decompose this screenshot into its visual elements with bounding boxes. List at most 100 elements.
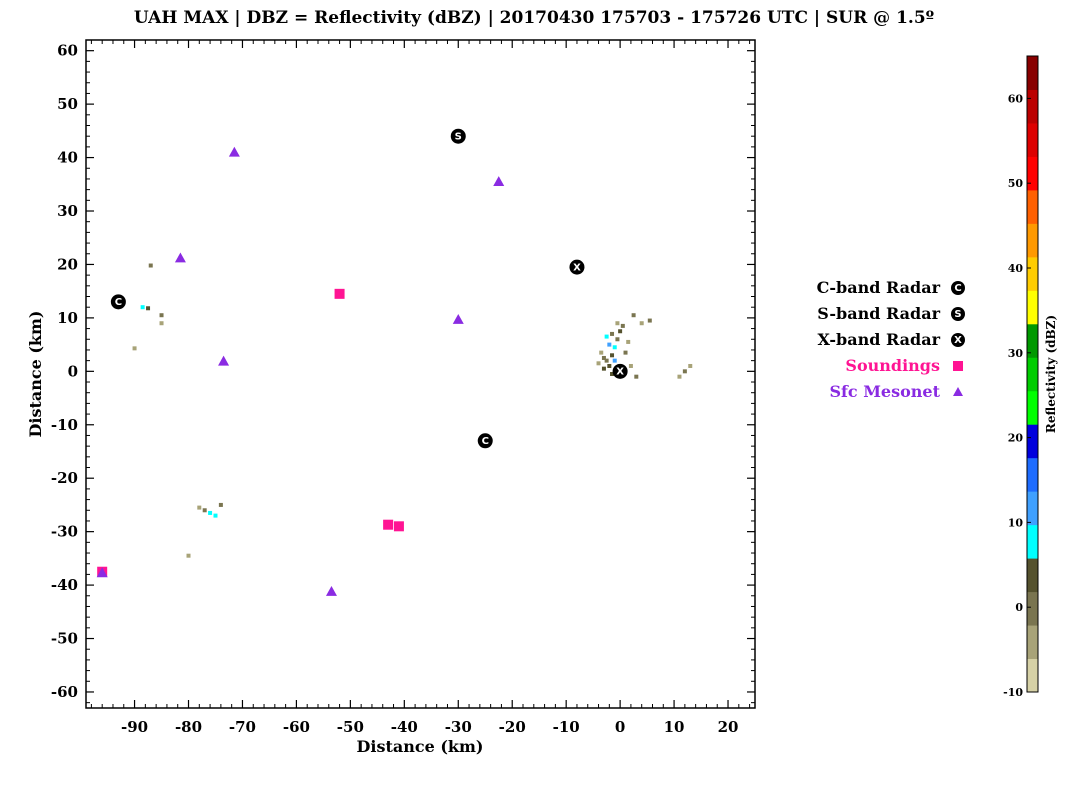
echo-pixel (612, 345, 617, 350)
echo-pixel (631, 313, 636, 318)
echo-pixel (604, 334, 609, 339)
colorbar-segment (1027, 357, 1038, 392)
x-tick-label: -50 (337, 718, 364, 736)
sfc-mesonet-marker (218, 355, 230, 366)
legend-marker (953, 361, 963, 371)
x-tick-label: -40 (391, 718, 418, 736)
colorbar: 60 50 40 30 20 10 0 -10 (1003, 55, 1039, 699)
legend-label: Soundings (845, 356, 940, 375)
legend-label: C-band Radar (817, 278, 941, 297)
y-tick-label: -50 (51, 630, 78, 648)
echo-pixel (186, 553, 191, 558)
legend-marker (951, 333, 965, 347)
colorbar-tick-label: 50 (1008, 177, 1024, 190)
colorbar-tick-label: 0 (1015, 601, 1023, 614)
echo-pixel (596, 361, 601, 366)
colorbar-segment (1027, 89, 1038, 124)
legend-label: S-band Radar (817, 304, 940, 323)
echo-pixel (610, 353, 615, 358)
x-band-radar-marker-letter: X (573, 262, 581, 273)
colorbar-segment (1027, 491, 1038, 526)
legend-marker-letter: X (954, 335, 962, 346)
echo-pixel (213, 513, 218, 518)
y-tick-label: 60 (57, 42, 78, 60)
x-tick-label: -70 (229, 718, 256, 736)
legend-marker-letter: S (954, 309, 961, 320)
echo-pixel (197, 505, 202, 510)
colorbar-tick-label: 60 (1008, 92, 1024, 105)
echo-pixel (148, 263, 153, 268)
echo-pixel (610, 331, 615, 336)
y-axis-label: Distance (km) (26, 311, 45, 438)
echo-pixel (628, 363, 633, 368)
echo-pixel (202, 508, 207, 513)
echo-pixel (634, 374, 639, 379)
x-band-radar-marker (612, 363, 628, 379)
y-tick-label: -10 (51, 416, 78, 434)
x-axis-label: Distance (km) (357, 737, 484, 756)
x-tick-label: -80 (175, 718, 202, 736)
soundings-marker (393, 521, 404, 532)
y-tick-label: -40 (51, 576, 78, 594)
y-tick-label: -20 (51, 469, 78, 487)
echo-pixel (607, 363, 612, 368)
x-band-radar-marker-letter: X (616, 366, 624, 377)
x-tick-label: -30 (445, 718, 472, 736)
colorbar-segment (1027, 156, 1038, 191)
echo-pixel (607, 342, 612, 347)
colorbar-tick-label: -10 (1003, 686, 1023, 699)
y-tick-label: 30 (57, 202, 78, 220)
y-tick-label: 10 (57, 309, 78, 327)
legend-marker-letter: C (954, 283, 961, 294)
echo-pixel (612, 358, 617, 363)
colorbar-tick-label: 20 (1008, 432, 1024, 445)
echo-pixel (610, 372, 615, 376)
chart-title: UAH MAX | DBZ = Reflectivity (dBZ) | 201… (134, 8, 934, 28)
echo-pixel (682, 369, 687, 374)
x-band-radar-marker (569, 259, 585, 275)
echo-pixel (208, 510, 213, 515)
c-band-radar-marker (110, 294, 126, 310)
sfc-mesonet-marker (228, 146, 240, 157)
x-tick-label: -20 (499, 718, 526, 736)
colorbar-segment (1027, 591, 1038, 626)
echo-pixel (159, 321, 164, 326)
sfc-mesonet-marker (452, 313, 464, 324)
plot-frame (85, 39, 756, 709)
echo-pixel (132, 346, 137, 351)
colorbar-segment (1027, 323, 1038, 358)
colorbar-label: Reflectivity (dBZ) (1044, 315, 1058, 433)
echo-pixel (140, 305, 145, 310)
x-tick-label: 20 (718, 718, 739, 736)
colorbar-segment (1027, 56, 1038, 90)
colorbar-segment (1027, 625, 1038, 660)
sfc-mesonet-marker (174, 252, 186, 263)
echo-pixel (620, 323, 625, 328)
echo-pixel (601, 366, 606, 371)
colorbar-segment (1027, 223, 1038, 258)
x-tick-label: -60 (283, 718, 310, 736)
colorbar-tick-label: 10 (1008, 516, 1024, 529)
echo-pixel (146, 306, 151, 311)
sfc-mesonet-marker (325, 586, 337, 596)
y-tick-label: -60 (51, 683, 78, 701)
colorbar-tick-label: 40 (1008, 262, 1024, 275)
x-tick-label: 10 (664, 718, 685, 736)
colorbar-segment (1027, 290, 1038, 325)
soundings-marker (334, 288, 345, 299)
colorbar-frame (1026, 55, 1039, 693)
legend: C-band Radar C S-band Radar S X-band Radar X S… (817, 278, 965, 401)
x-tick-label: -10 (553, 718, 580, 736)
site-markers: C C S X X (96, 128, 628, 596)
legend-marker (951, 281, 965, 295)
s-band-radar-marker-letter: S (455, 131, 462, 142)
colorbar-segment (1027, 256, 1038, 291)
sfc-mesonet-marker (493, 176, 505, 187)
axis-ticks: -90 -80 -70 -60 -50 -40 -30 -20 -10 0 10 20 60 50 40 30… (51, 39, 755, 736)
s-band-radar-marker (450, 128, 466, 144)
y-tick-label: 40 (57, 149, 78, 167)
colorbar-segment (1027, 189, 1038, 224)
colorbar-segment (1027, 390, 1038, 425)
colorbar-segment (1027, 122, 1038, 157)
